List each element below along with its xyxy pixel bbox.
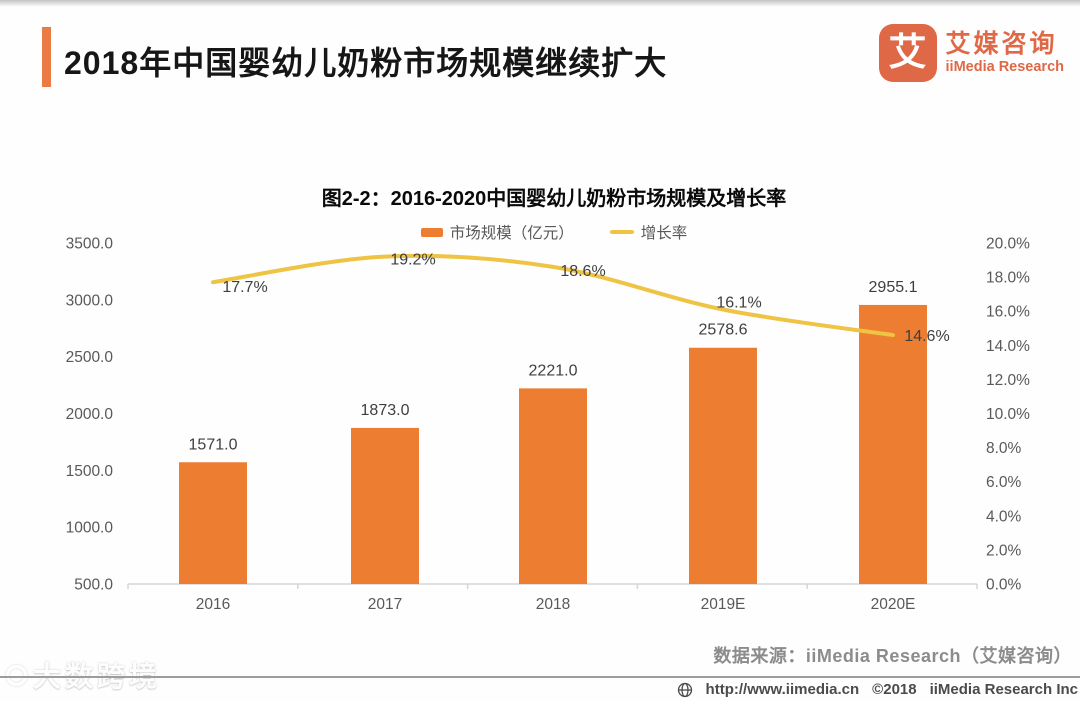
bar-value-label: 1571.0 <box>189 436 238 453</box>
market-size-bar <box>689 347 757 584</box>
x-axis-category-label: 2018 <box>536 596 570 613</box>
footer-copyright: ©2018 <box>872 681 917 698</box>
market-size-bar <box>351 427 419 584</box>
data-source: 数据来源：iiMedia Research（艾媒咨询） <box>713 646 1072 666</box>
legend-label-growth-rate: 增长率 <box>640 225 688 242</box>
logo-glyph: 艾 <box>888 32 927 74</box>
right-axis-tick-label: 12.0% <box>986 372 1030 389</box>
title-accent-bar <box>42 27 51 87</box>
right-axis-tick-label: 6.0% <box>986 474 1022 491</box>
bar-value-label: 2221.0 <box>529 362 578 379</box>
left-axis-tick-label: 2000.0 <box>66 406 114 423</box>
x-axis-category-label: 2020E <box>871 596 916 613</box>
bar-value-label: 2955.1 <box>869 279 918 296</box>
left-axis-tick-label: 500.0 <box>74 577 113 594</box>
right-axis-tick-label: 2.0% <box>986 542 1022 559</box>
logo-text: 艾媒咨询 iiMedia Research <box>946 30 1064 76</box>
right-axis-tick-label: 10.0% <box>986 406 1030 423</box>
right-axis-tick-label: 4.0% <box>986 508 1022 525</box>
right-axis-tick-label: 16.0% <box>986 304 1030 321</box>
footer-divider <box>0 676 1080 678</box>
globe-icon <box>677 682 693 698</box>
footer-url[interactable]: http://www.iimedia.cn <box>705 681 860 698</box>
right-axis-tick-label: 0.0% <box>986 577 1022 594</box>
bar-value-label: 1873.0 <box>361 402 410 419</box>
legend-item-growth-rate: 增长率 <box>609 221 688 243</box>
footer-company: iiMedia Research Inc <box>929 681 1078 698</box>
brand-logo: 艾 艾媒咨询 iiMedia Research <box>878 24 1064 82</box>
bar-value-label: 2578.6 <box>699 322 748 339</box>
right-axis-tick-label: 14.0% <box>986 338 1030 355</box>
legend-item-market-size: 市场规模（亿元） <box>420 221 574 243</box>
chart-title: 图2-2：2016-2020中国婴幼儿奶粉市场规模及增长率 <box>321 188 787 210</box>
page-title: 2018年中国婴幼儿奶粉市场规模继续扩大 <box>64 45 668 81</box>
left-axis-tick-label: 1500.0 <box>66 463 114 480</box>
top-edge-shading <box>0 0 1080 7</box>
bar-series-swatch-icon <box>420 227 443 237</box>
growth-rate-label: 17.7% <box>222 279 267 296</box>
left-axis-tick-label: 2500.0 <box>66 349 114 366</box>
market-size-bar <box>859 304 927 584</box>
left-axis-tick-label: 3000.0 <box>66 292 114 309</box>
legend-label-market-size: 市场规模（亿元） <box>449 225 574 242</box>
market-size-bar <box>519 388 587 584</box>
right-axis-tick-label: 20.0% <box>986 236 1030 253</box>
iimedia-logo-icon: 艾 <box>878 24 937 82</box>
line-series-swatch-icon <box>609 230 634 234</box>
left-axis-tick-label: 1000.0 <box>66 520 114 537</box>
growth-rate-label: 14.6% <box>904 328 949 345</box>
x-axis-category-label: 2016 <box>196 596 230 613</box>
growth-rate-label: 16.1% <box>716 294 761 311</box>
growth-rate-label: 19.2% <box>390 252 435 269</box>
right-axis-tick-label: 18.0% <box>986 270 1030 287</box>
x-axis-category-label: 2019E <box>701 596 746 613</box>
right-axis-tick-label: 8.0% <box>986 440 1022 457</box>
left-axis-tick-label: 3500.0 <box>66 236 114 253</box>
market-size-bar <box>179 462 247 584</box>
logo-name-cn: 艾媒咨询 <box>945 29 1058 58</box>
growth-rate-line <box>211 253 895 338</box>
chart-legend: 市场规模（亿元） 增长率 <box>130 221 978 243</box>
growth-rate-label: 18.6% <box>560 263 605 280</box>
logo-name-en: iiMedia Research <box>945 58 1064 75</box>
footer: http://www.iimedia.cn ©2018 iiMedia Rese… <box>677 681 1078 698</box>
x-axis-category-label: 2017 <box>368 596 402 613</box>
